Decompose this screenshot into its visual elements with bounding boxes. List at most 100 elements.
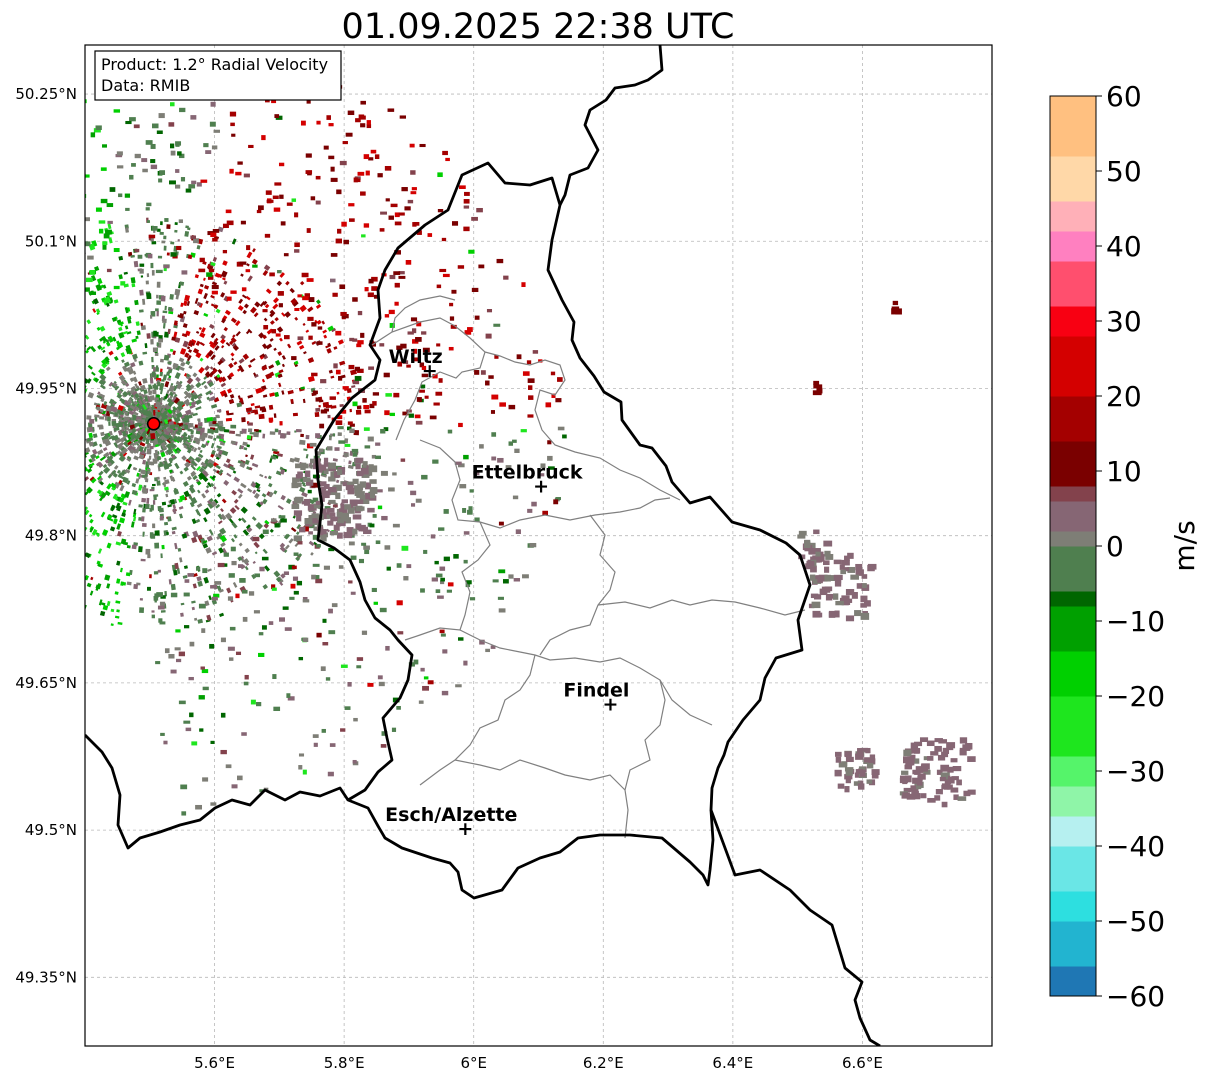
velocity-gate [259,473,264,478]
velocity-gate [391,727,397,732]
velocity-gate [115,600,121,604]
velocity-gate [117,371,123,377]
velocity-gate [102,463,108,469]
velocity-gate [106,514,113,520]
velocity-gate [499,402,506,407]
velocity-gate [19,426,22,430]
velocity-gate [110,482,117,489]
colorbar-band [1050,441,1096,457]
velocity-gate [334,447,340,451]
velocity-gate [300,120,306,126]
velocity-gate [370,149,377,154]
country-borders [85,45,881,1046]
velocity-gate [285,498,292,504]
velocity-gate [122,476,129,484]
velocity-gate [307,306,314,313]
city-label: Wiltz [389,346,443,368]
velocity-gate [360,467,369,475]
velocity-gate [106,291,113,297]
velocity-gate [224,309,231,316]
velocity-gate [403,576,409,581]
velocity-gate [146,333,151,339]
velocity-gate [850,574,859,580]
velocity-gate [920,793,927,799]
velocity-gate [161,240,166,244]
velocity-gate [24,340,30,345]
velocity-gate [330,405,337,409]
velocity-gate [43,447,47,451]
velocity-gate [17,279,23,285]
velocity-gate [360,191,366,196]
velocity-gate [539,473,545,477]
velocity-gate [97,391,101,395]
velocity-gate [152,347,158,353]
velocity-gate [138,429,143,434]
velocity-gate [120,352,126,358]
velocity-gate [242,309,247,315]
velocity-gate [332,458,338,462]
velocity-gate [110,608,115,613]
velocity-gate [54,514,59,519]
velocity-gate [238,364,243,370]
velocity-gate [170,583,176,591]
colorbar-band [1050,336,1096,352]
velocity-gate [170,592,178,598]
velocity-gate [308,540,315,547]
velocity-gate [133,508,137,515]
velocity-gate [316,299,321,305]
velocity-gate [72,314,78,321]
velocity-gate [113,380,117,385]
velocity-gate [99,425,104,429]
velocity-gate [87,255,94,260]
velocity-gate [38,506,44,512]
velocity-gate [29,425,33,427]
velocity-gate [146,586,151,591]
velocity-gate [315,304,322,309]
velocity-gate [421,331,427,335]
velocity-gate [0,257,4,262]
velocity-gate [414,414,421,419]
colorbar-band [1050,936,1096,952]
colorbar-band [1050,111,1096,127]
velocity-gate [239,578,246,583]
velocity-gate [36,345,41,351]
velocity-gate [20,317,26,323]
velocity-gate [286,202,293,206]
velocity-gate [210,101,216,107]
velocity-gate [210,740,215,744]
velocity-gate [550,371,556,376]
velocity-gate [337,426,344,430]
velocity-gate [69,502,75,508]
velocity-gate [206,272,213,277]
velocity-gate [463,660,468,666]
velocity-gate [845,756,854,763]
velocity-gate [160,732,165,736]
velocity-gate [211,596,218,601]
velocity-gate [194,424,198,428]
velocity-gate [352,452,358,457]
velocity-gate [328,462,337,469]
velocity-gate [162,433,166,437]
velocity-gate [383,427,389,432]
velocity-gate [255,522,264,530]
velocity-gate [130,421,134,425]
velocity-gate [63,262,68,266]
velocity-gate [31,294,35,298]
velocity-gate [322,618,327,623]
velocity-gate [372,514,377,518]
velocity-gate [106,483,113,490]
velocity-gate [114,385,120,391]
velocity-gate [956,779,962,786]
velocity-gate [435,589,441,594]
velocity-gate [267,475,272,480]
canton-border [391,295,456,333]
velocity-gate [153,571,159,575]
velocity-gate [302,769,307,775]
velocity-gate [119,484,125,492]
velocity-gate [355,523,362,531]
velocity-gate [86,346,92,351]
velocity-gate [203,312,209,318]
velocity-gate [364,549,370,555]
velocity-gate [262,270,269,277]
velocity-gate [13,530,18,535]
